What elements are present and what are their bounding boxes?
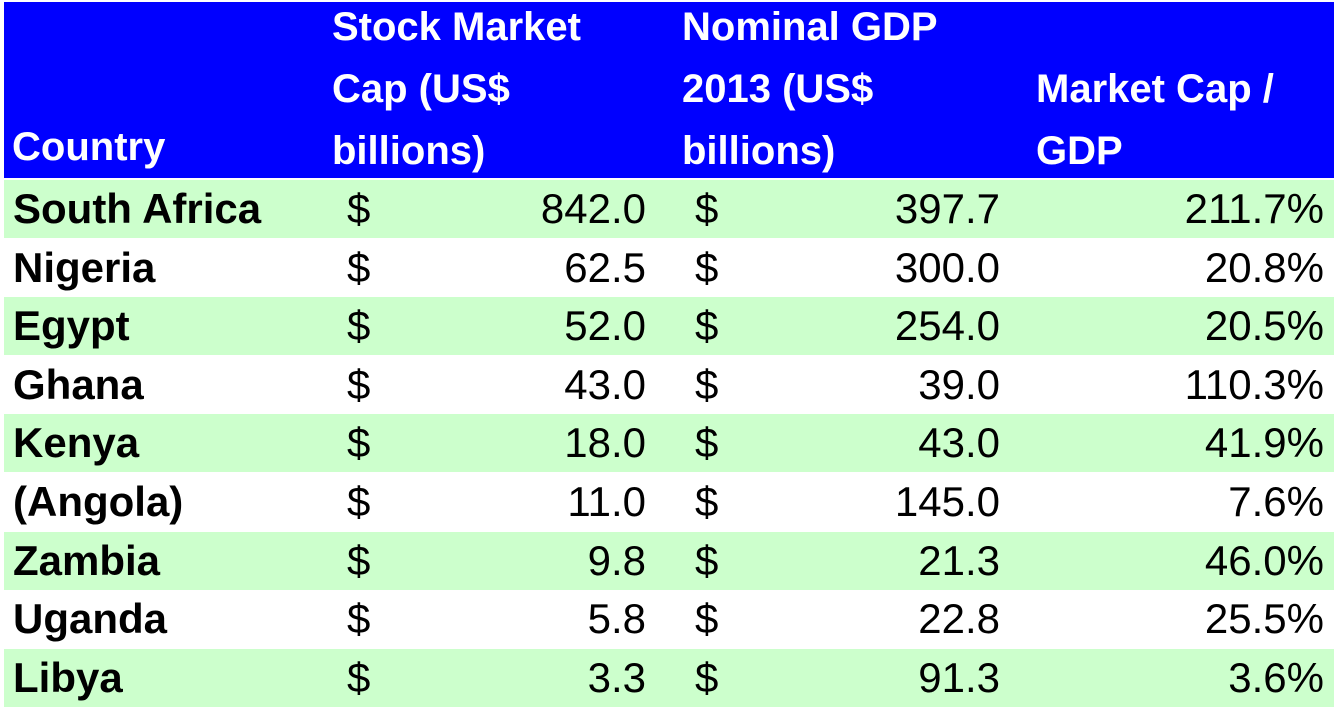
currency-symbol: $ bbox=[347, 595, 371, 643]
country-cell: (Angola) bbox=[13, 478, 184, 525]
gdp-cell: 22.8 bbox=[918, 595, 1000, 643]
gdp-cell: 300.0 bbox=[894, 243, 1000, 291]
market-cap-cell: 43.0 bbox=[564, 360, 646, 408]
gdp-cell: 145.0 bbox=[894, 478, 1000, 525]
table-row: Kenya $18.0 $43.0 41.9% bbox=[4, 414, 1334, 473]
currency-symbol: $ bbox=[695, 595, 719, 643]
header-gdp: Nominal GDP 2013 (US$ billions) bbox=[682, 5, 938, 173]
ratio-cell: 41.9% bbox=[1204, 419, 1324, 467]
market-cap-cell: 5.8 bbox=[587, 595, 646, 643]
currency-symbol: $ bbox=[347, 302, 371, 350]
market-cap-cell: 842.0 bbox=[540, 185, 646, 232]
country-cell: Nigeria bbox=[13, 243, 156, 291]
ratio-cell: 110.3% bbox=[1184, 360, 1324, 408]
ratio-cell: 211.7% bbox=[1184, 185, 1324, 232]
ratio-cell: 20.5% bbox=[1204, 302, 1324, 350]
country-cell: Zambia bbox=[13, 536, 161, 584]
table-row: (Angola) $11.0 $145.0 7.6% bbox=[4, 473, 1334, 531]
market-cap-cell: 11.0 bbox=[567, 478, 646, 525]
header-country: Country bbox=[12, 125, 166, 169]
currency-symbol: $ bbox=[347, 536, 371, 584]
table-header: Country Stock Market Cap (US$ billions) … bbox=[4, 2, 1334, 178]
market-cap-cell: 52.0 bbox=[564, 302, 646, 350]
currency-symbol: $ bbox=[695, 478, 719, 525]
currency-symbol: $ bbox=[347, 419, 371, 467]
header-market-cap: Stock Market Cap (US$ billions) bbox=[332, 5, 581, 173]
market-cap-cell: 18.0 bbox=[564, 419, 646, 467]
ratio-cell: 3.6% bbox=[1228, 653, 1324, 701]
market-cap-cell: 3.3 bbox=[587, 653, 646, 701]
table-row: Libya $3.3 $91.3 3.6% bbox=[4, 648, 1334, 707]
country-cell: Egypt bbox=[13, 302, 130, 350]
currency-symbol: $ bbox=[347, 478, 371, 525]
gdp-cell: 43.0 bbox=[918, 419, 1000, 467]
currency-symbol: $ bbox=[695, 419, 719, 467]
currency-symbol: $ bbox=[695, 185, 719, 232]
country-cell: Kenya bbox=[13, 419, 140, 467]
ratio-cell: 46.0% bbox=[1204, 536, 1324, 584]
ratio-cell: 7.6% bbox=[1228, 478, 1324, 525]
header-ratio: Market Cap / GDP bbox=[1036, 67, 1274, 173]
gdp-cell: 254.0 bbox=[894, 302, 1000, 350]
market-cap-cell: 9.8 bbox=[587, 536, 646, 584]
currency-symbol: $ bbox=[347, 360, 371, 408]
currency-symbol: $ bbox=[695, 536, 719, 584]
ratio-cell: 20.8% bbox=[1204, 243, 1324, 291]
table-row: Zambia $9.8 $21.3 46.0% bbox=[4, 531, 1334, 590]
table-row: Egypt $52.0 $254.0 20.5% bbox=[4, 297, 1334, 356]
currency-symbol: $ bbox=[695, 243, 719, 291]
currency-symbol: $ bbox=[347, 185, 371, 232]
gdp-cell: 397.7 bbox=[894, 185, 1000, 232]
country-cell: Libya bbox=[13, 653, 123, 701]
market-cap-cell: 62.5 bbox=[564, 243, 646, 291]
ratio-cell: 25.5% bbox=[1204, 595, 1324, 643]
country-cell: Ghana bbox=[13, 360, 144, 408]
gdp-cell: 39.0 bbox=[918, 360, 1000, 408]
gdp-cell: 91.3 bbox=[918, 653, 1000, 701]
country-cell: South Africa bbox=[13, 185, 262, 232]
country-cell: Uganda bbox=[13, 595, 168, 643]
table-row: Uganda $5.8 $22.8 25.5% bbox=[4, 590, 1334, 648]
table-row: Ghana $43.0 $39.0 110.3% bbox=[4, 356, 1334, 414]
currency-symbol: $ bbox=[695, 360, 719, 408]
currency-symbol: $ bbox=[695, 302, 719, 350]
currency-symbol: $ bbox=[347, 653, 371, 701]
currency-symbol: $ bbox=[695, 653, 719, 701]
currency-symbol: $ bbox=[347, 243, 371, 291]
table-row: South Africa $842.0 $397.7 211.7% bbox=[4, 180, 1334, 238]
gdp-cell: 21.3 bbox=[918, 536, 1000, 584]
table-row: Nigeria $62.5 $300.0 20.8% bbox=[4, 239, 1334, 297]
